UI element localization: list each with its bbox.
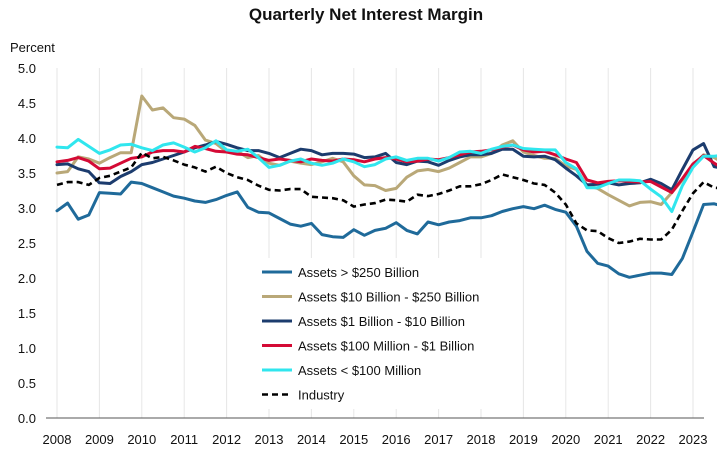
y-axis-label: Percent [10,40,55,55]
x-tick-label: 2014 [297,432,326,447]
y-tick-label: 2.0 [18,271,36,286]
series-line-5 [56,151,717,245]
x-tick-label: 2018 [467,432,496,447]
y-tick-label: 3.5 [18,166,36,181]
x-tick-label: 2012 [212,432,241,447]
x-tick-labels: 2008 2009 2010 2011 2012 2013 2014 2015 2016 2017… [43,432,708,447]
y-tick-labels: 0.0 0.5 1.0 1.5 2.0 2.5 3.0 3.5 4.0 4.5 5.0 [18,61,36,426]
y-tick-label: 1.5 [18,306,36,321]
x-tick-label: 2013 [255,432,284,447]
series-line-0 [55,180,717,279]
x-tick-label: 2020 [551,432,580,447]
grid-lines [56,68,694,418]
y-tick-label: 1.0 [18,341,36,356]
legend-label: Assets $10 Billion - $250 Billion [298,290,479,305]
legend-label: Assets > $250 Billion [298,265,419,280]
legend-label: Assets < $100 Million [298,363,421,378]
x-tick-label: 2015 [339,432,368,447]
x-tick-label: 2019 [509,432,538,447]
x-tick-label: 2010 [127,432,156,447]
x-tick-label: 2008 [43,432,72,447]
y-tick-label: 2.5 [18,236,36,251]
x-tick-label: 2011 [170,432,198,447]
legend-label: Assets $1 Billion - $10 Billion [298,314,465,329]
legend-label: Industry [298,388,345,403]
series-line-1 [55,94,717,208]
x-tick-label: 2016 [382,432,411,447]
legend: Assets > $250 Billion Assets $10 Billion … [254,258,516,409]
y-tick-label: 4.0 [18,131,36,146]
y-tick-label: 5.0 [18,61,36,76]
y-tick-label: 0.0 [18,411,36,426]
y-tick-label: 4.5 [18,96,36,111]
x-tick-label: 2022 [636,432,665,447]
y-tick-label: 0.5 [18,376,36,391]
y-tick-label: 3.0 [18,201,36,216]
x-tick-label: 2017 [424,432,453,447]
series-line-4 [55,137,717,213]
chart-title: Quarterly Net Interest Margin [249,5,483,24]
legend-background [254,258,516,409]
x-tick-label: 2023 [679,432,708,447]
x-tick-label: 2009 [85,432,114,447]
series-lines [55,94,717,279]
x-tick-label: 2021 [594,432,623,447]
legend-label: Assets $100 Million - $1 Billion [298,339,474,354]
